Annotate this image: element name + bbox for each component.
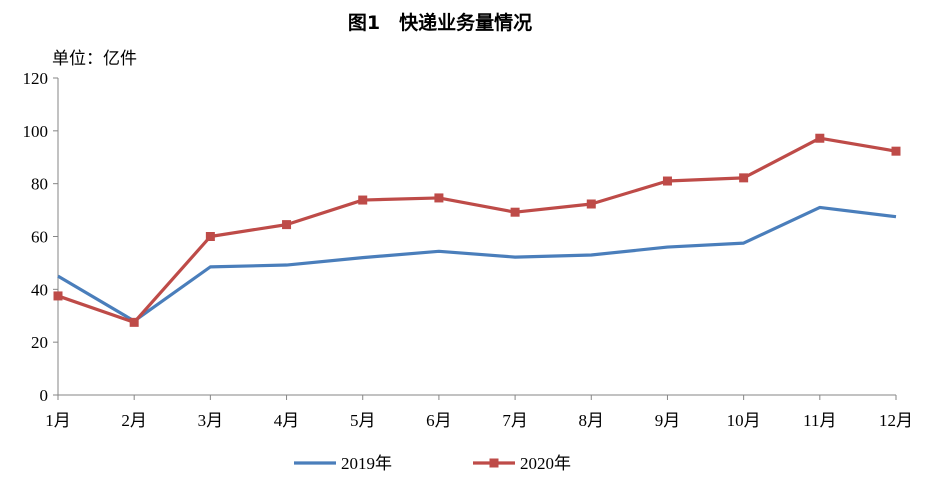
- x-tick-label: 6月: [426, 411, 452, 430]
- unit-label: 单位：亿件: [52, 49, 137, 69]
- series-2-point: [662, 176, 672, 186]
- x-tick-label: 2月: [121, 411, 147, 430]
- legend-label-2: 2020年: [520, 454, 571, 473]
- x-tick-label: 11月: [803, 411, 836, 430]
- series-2-point: [510, 207, 520, 217]
- series-2-point: [891, 146, 901, 156]
- series-2-point: [53, 291, 63, 301]
- y-tick-label: 20: [31, 333, 48, 352]
- x-tick-label: 12月: [879, 411, 913, 430]
- series-2-point: [358, 195, 368, 205]
- axes: [57, 78, 896, 396]
- legend: 2019年 2020年: [294, 454, 571, 473]
- y-axis-ticks: 0 20 40 60 80 100 120: [23, 69, 58, 405]
- series-2-point: [282, 220, 292, 230]
- series-2-point: [739, 173, 749, 183]
- y-tick-label: 0: [40, 386, 49, 405]
- series-2-point: [586, 199, 596, 209]
- x-tick-label: 1月: [45, 411, 71, 430]
- y-tick-label: 80: [31, 175, 48, 194]
- x-tick-label: 10月: [727, 411, 761, 430]
- series-group: [53, 133, 901, 327]
- chart-title: 图1 快递业务量情况: [348, 11, 532, 34]
- x-axis-ticks: 1月 2月 3月 4月 5月 6月 7月 8月 9月 10月 11月 12月: [45, 395, 913, 430]
- y-tick-label: 120: [23, 69, 49, 88]
- y-tick-label: 100: [23, 122, 49, 141]
- y-tick-label: 40: [31, 280, 48, 299]
- x-tick-label: 7月: [502, 411, 528, 430]
- series-2-point: [815, 133, 825, 143]
- x-tick-label: 9月: [655, 411, 681, 430]
- legend-marker-2: [489, 458, 499, 468]
- series-2-point: [129, 317, 139, 327]
- x-tick-label: 4月: [274, 411, 300, 430]
- series-line-1: [57, 205, 897, 323]
- x-tick-label: 3月: [198, 411, 224, 430]
- x-tick-label: 5月: [350, 411, 376, 430]
- series-2-point: [434, 193, 444, 203]
- series-2-point: [205, 232, 215, 241]
- x-tick-label: 8月: [579, 411, 605, 430]
- series-line-2: [57, 136, 897, 324]
- legend-label-1: 2019年: [341, 454, 392, 473]
- y-tick-label: 60: [31, 228, 48, 247]
